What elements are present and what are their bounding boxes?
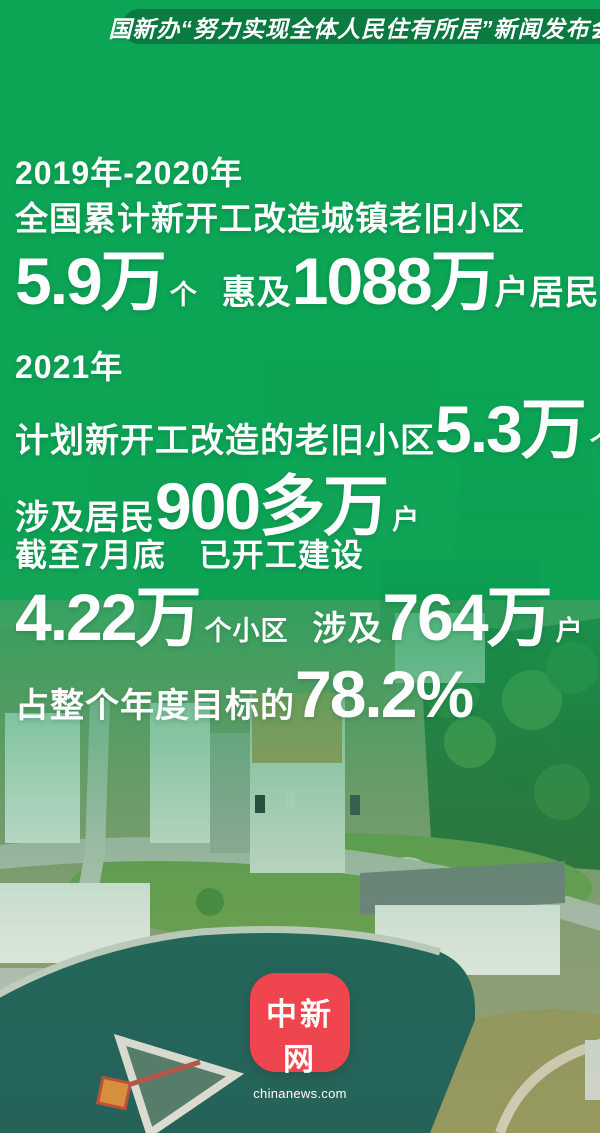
chinanews-logo: 中新网 chinanews.com xyxy=(250,973,350,1101)
stat-segment: 户 xyxy=(555,615,584,646)
stat-segment: 78.2% xyxy=(295,657,474,732)
stat-segment: 5.9万 xyxy=(15,243,167,318)
logo-domain: chinanews.com xyxy=(253,1086,347,1101)
section-heading: 截至7月底 已开工建设 xyxy=(15,537,364,573)
stat-line: 涉及居民900多万户 xyxy=(15,472,600,540)
stat-line: 5.9万个惠及1088万户居民 xyxy=(15,247,600,315)
stat-segment: 4.22万 xyxy=(15,579,201,654)
stat-section-progress: 截至7月底 已开工建设 4.22万 个小区 涉及764万户 占整个年度目标的78.2… xyxy=(15,537,600,728)
stat-segment: 涉及居民 xyxy=(15,499,155,538)
stat-line: 4.22万 个小区 涉及764万户 xyxy=(15,583,600,651)
section-heading: 2019年-2020年 xyxy=(15,155,244,191)
header-banner: 国新办“努力实现全体人民住有所居”新闻发布会 xyxy=(109,9,600,44)
section-subheading: 全国累计新开工改造城镇老旧小区 xyxy=(15,199,525,237)
header-title: 国新办“努力实现全体人民住有所居”新闻发布会 xyxy=(108,15,600,42)
stat-segment: 个小区 xyxy=(204,615,289,646)
stat-segment: 户居民 xyxy=(494,273,600,312)
stat-section-2019-2020: 2019年-2020年 全国累计新开工改造城镇老旧小区 5.9万个惠及1088万… xyxy=(15,155,600,315)
stat-segment: 涉及 xyxy=(312,609,383,648)
stat-segment: 占整个年度目标的 xyxy=(15,687,295,726)
stat-line: 计划新开工改造的老旧小区5.3万个 xyxy=(15,395,600,463)
section-heading: 2021年 xyxy=(15,349,124,385)
stat-segment: 5.3万 xyxy=(435,391,587,466)
stat-segment: 764万 xyxy=(382,579,552,654)
photo-pond xyxy=(0,926,475,1133)
logo-title: 中新网 xyxy=(266,997,334,1078)
stat-segment: 计划新开工改造的老旧小区 xyxy=(15,421,435,460)
stat-segment: 900多万 xyxy=(155,469,389,544)
stat-segment: 户 xyxy=(392,505,421,536)
stat-segment: 个 xyxy=(169,279,198,310)
stat-segment: 惠及 xyxy=(221,273,292,312)
stat-segment: 1088万 xyxy=(291,243,497,318)
stat-segment: 个 xyxy=(590,428,600,458)
stat-line: 占整个年度目标的78.2% xyxy=(15,660,600,728)
